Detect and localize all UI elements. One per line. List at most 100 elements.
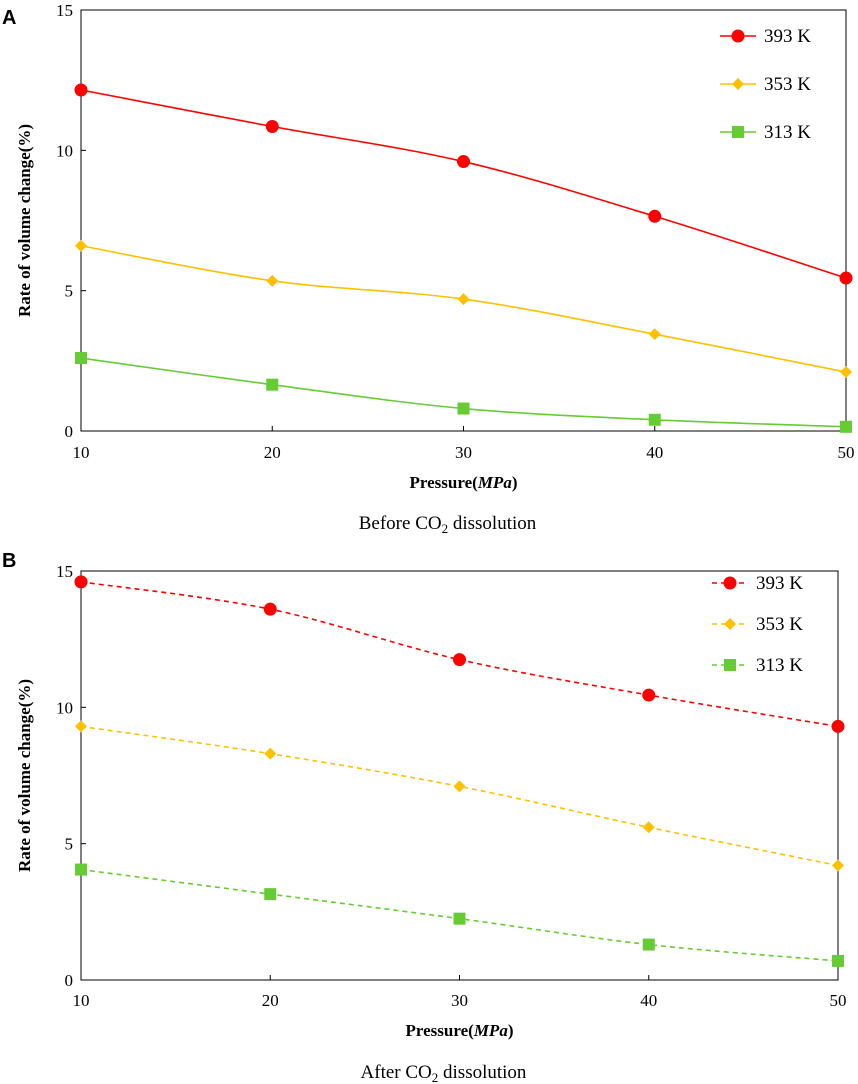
data-point [75, 720, 87, 733]
y-tick-label: 15 [56, 1, 73, 20]
x-tick-label: 10 [73, 991, 90, 1010]
legend-entry: 353 K [712, 614, 803, 635]
data-point [832, 859, 844, 872]
series-line [80, 725, 839, 867]
data-point [75, 239, 87, 252]
panel-letter: A [2, 7, 16, 29]
data-point [457, 293, 470, 306]
data-point [648, 209, 662, 223]
data-point [266, 274, 279, 287]
x-tick-label: 50 [838, 443, 855, 462]
series-313-k [75, 352, 852, 433]
data-point [453, 780, 466, 793]
data-point [457, 402, 470, 415]
x-tick-label: 20 [264, 443, 281, 462]
data-point [457, 155, 470, 169]
x-axis-label: Pressure(MPa) [406, 1021, 514, 1040]
data-point [832, 954, 844, 967]
x-axis-label-main: Pressure( [410, 473, 479, 492]
data-point [264, 747, 277, 760]
data-point [263, 602, 277, 616]
data-point [840, 366, 852, 379]
data-point [648, 328, 661, 341]
legend-label: 313 K [764, 122, 811, 143]
y-tick-label: 10 [56, 141, 73, 160]
panel-caption: After CO2 dissolution [361, 1062, 527, 1084]
x-tick-label: 20 [262, 991, 279, 1010]
series-line [80, 244, 847, 373]
x-axis-label-close: ) [512, 473, 518, 492]
y-tick-label: 0 [65, 971, 74, 990]
data-point [75, 863, 87, 876]
series-393-k [74, 575, 845, 733]
caption-text: Before CO [359, 513, 442, 534]
caption-text-end: dissolution [438, 1062, 527, 1083]
caption-text-end: dissolution [448, 513, 537, 534]
legend-marker [724, 618, 736, 630]
legend-label: 393 K [756, 573, 803, 594]
legend-marker [732, 78, 744, 90]
legend-label: 393 K [764, 26, 811, 47]
caption-subscript: 2 [442, 521, 449, 536]
y-tick-label: 0 [65, 422, 74, 441]
legend-label: 313 K [756, 655, 803, 676]
y-axis-label: Rate of volume change(%) [15, 679, 34, 872]
y-tick-label: 5 [65, 835, 74, 854]
x-axis-label-unit: MPa [473, 1021, 509, 1040]
legend-marker [731, 29, 745, 43]
data-point [74, 83, 88, 97]
legend-entry: 313 K [712, 655, 803, 676]
plot-frame [80, 9, 847, 432]
chart-panel-b: B 0 5 10 15 10 20 30 40 50 Pressure(MPa) Rate of vo… [2, 550, 847, 1084]
legend-label: 353 K [756, 614, 803, 635]
data-point [831, 719, 845, 733]
data-point [266, 378, 279, 391]
data-point [74, 575, 88, 589]
chart-panel-a: A 0 5 10 15 10 20 30 40 50 Pressure(MPa) Rate of vo… [2, 1, 855, 536]
caption-subscript: 2 [432, 1070, 439, 1084]
legend-marker [732, 126, 744, 138]
x-tick-label: 40 [646, 443, 663, 462]
data-point [840, 420, 852, 433]
y-tick-label: 10 [56, 698, 73, 717]
caption-text: After CO [361, 1062, 432, 1083]
data-point [75, 352, 87, 365]
series-353-k [75, 720, 844, 872]
legend-entry: 393 K [720, 26, 811, 47]
legend-marker [724, 659, 736, 671]
data-point [642, 688, 656, 702]
data-point [642, 938, 655, 951]
legend-marker [723, 576, 737, 590]
y-tick-label: 15 [56, 562, 73, 581]
series-line [80, 89, 847, 279]
panel-letter: B [2, 550, 16, 572]
y-axis-label: Rate of volume change(%) [15, 124, 34, 317]
data-point [648, 413, 661, 426]
x-axis-label-main: Pressure( [406, 1021, 475, 1040]
legend-entry: 393 K [712, 573, 803, 594]
data-point [642, 821, 655, 834]
x-tick-label: 10 [73, 443, 90, 462]
legend-entry: 313 K [720, 122, 811, 143]
x-tick-label: 30 [451, 991, 468, 1010]
data-point [839, 271, 853, 285]
data-point [265, 119, 279, 133]
legend-entry: 353 K [720, 74, 811, 95]
panel-caption: Before CO2 dissolution [359, 513, 537, 536]
series-393-k [74, 83, 853, 285]
data-point [453, 912, 466, 925]
y-tick-label: 5 [65, 282, 74, 301]
data-point [264, 888, 277, 901]
x-axis-label-close: ) [508, 1021, 514, 1040]
series-353-k [75, 239, 852, 379]
legend-label: 353 K [764, 74, 811, 95]
x-tick-label: 30 [455, 443, 472, 462]
series-line [80, 357, 847, 428]
x-axis-label: Pressure(MPa) [410, 473, 518, 492]
series-313-k [75, 863, 844, 967]
x-tick-label: 40 [640, 991, 657, 1010]
x-tick-label: 50 [830, 991, 847, 1010]
x-axis-label-unit: MPa [477, 473, 513, 492]
data-point [453, 653, 466, 667]
